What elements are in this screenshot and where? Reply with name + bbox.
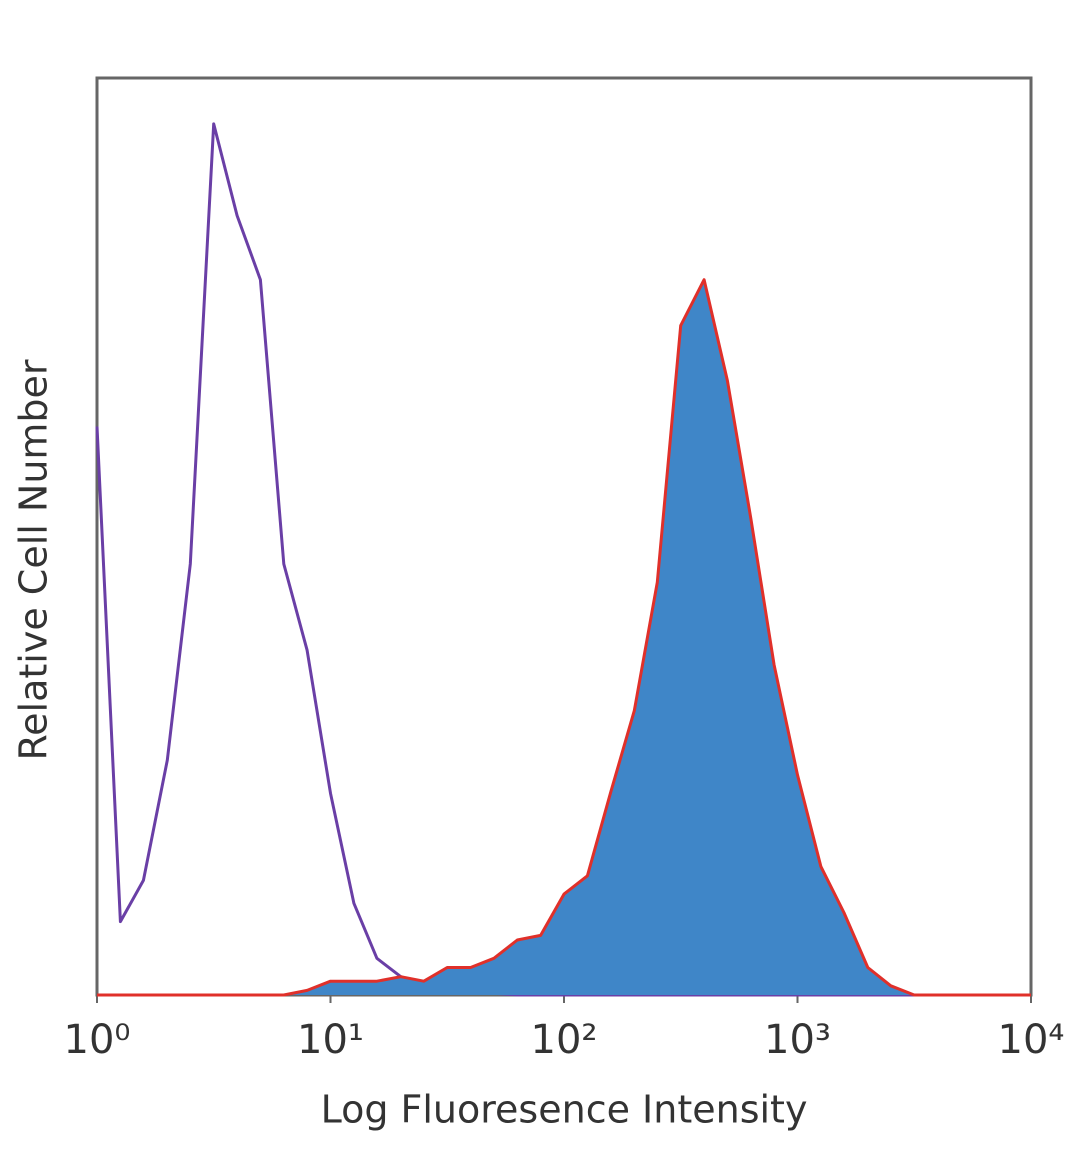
histogram-outline	[95, 122, 1031, 997]
histogram-outline	[97, 278, 1031, 997]
x-tick-label: 10⁰	[64, 1017, 131, 1063]
x-tick-label: 10²	[531, 1017, 598, 1063]
histogram-area	[97, 279, 1031, 995]
y-axis-label: Relative Cell Number	[12, 359, 56, 760]
x-tick-label: 10³	[764, 1017, 831, 1063]
x-tick-label: 10⁴	[998, 1017, 1065, 1063]
x-tick-label: 10¹	[297, 1017, 364, 1063]
x-axis-label: Log Fluoresence Intensity	[321, 1088, 808, 1132]
